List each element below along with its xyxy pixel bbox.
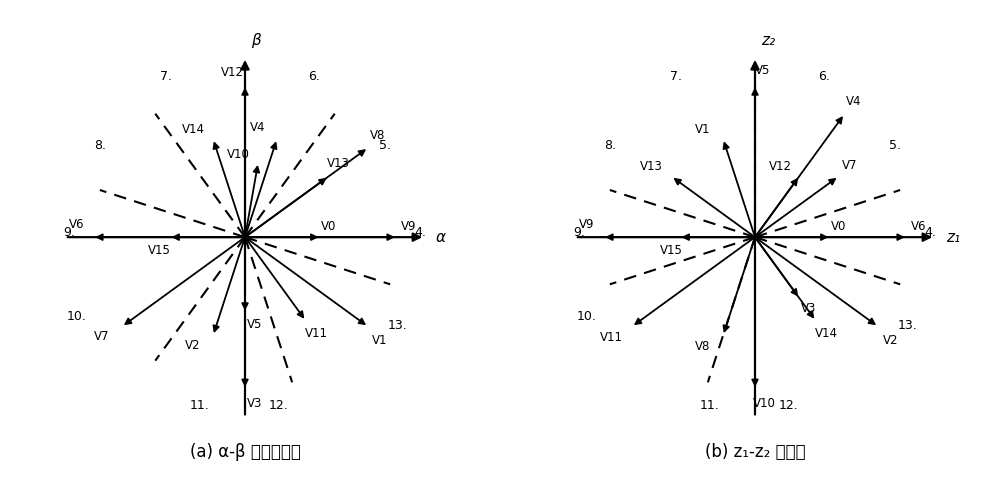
- Text: V12: V12: [221, 66, 244, 79]
- Text: V10: V10: [227, 148, 250, 161]
- Text: 7.: 7.: [160, 70, 172, 83]
- Text: (a) α-β 基波子空间: (a) α-β 基波子空间: [190, 443, 300, 461]
- Text: 4.: 4.: [415, 226, 426, 239]
- Text: 8.: 8.: [94, 139, 106, 152]
- Text: V3: V3: [246, 397, 262, 410]
- Text: V2: V2: [883, 334, 898, 347]
- Text: z₂: z₂: [761, 33, 775, 48]
- Text: V0: V0: [831, 220, 847, 233]
- Text: V1: V1: [695, 123, 711, 136]
- Text: z₁: z₁: [946, 230, 960, 244]
- Text: V5: V5: [246, 318, 262, 331]
- Text: 12.: 12.: [269, 398, 288, 411]
- Text: 6.: 6.: [308, 70, 320, 83]
- Text: V7: V7: [842, 159, 857, 172]
- Text: V3: V3: [801, 302, 817, 315]
- Text: 11.: 11.: [189, 398, 209, 411]
- Text: 13.: 13.: [898, 319, 918, 332]
- Text: V9: V9: [401, 220, 416, 233]
- Text: V15: V15: [148, 244, 171, 257]
- Text: V11: V11: [305, 327, 328, 340]
- Text: V13: V13: [327, 157, 350, 170]
- Text: V8: V8: [370, 129, 385, 142]
- Text: 4.: 4.: [925, 226, 936, 239]
- Text: V0: V0: [321, 220, 337, 233]
- Text: (b) z₁-z₂ 子空间: (b) z₁-z₂ 子空间: [705, 443, 805, 461]
- Text: 6.: 6.: [818, 70, 830, 83]
- Text: V13: V13: [640, 161, 663, 173]
- Text: V4: V4: [249, 121, 265, 134]
- Text: 13.: 13.: [388, 319, 408, 332]
- Text: 10.: 10.: [67, 310, 87, 323]
- Text: 12.: 12.: [779, 398, 798, 411]
- Text: V6: V6: [69, 218, 85, 231]
- Text: V1: V1: [371, 334, 387, 347]
- Text: V10: V10: [753, 397, 776, 410]
- Text: α: α: [436, 230, 446, 244]
- Text: V5: V5: [755, 64, 770, 77]
- Text: V11: V11: [600, 331, 623, 344]
- Text: 5.: 5.: [889, 139, 901, 152]
- Text: 8.: 8.: [604, 139, 616, 152]
- Text: 9.: 9.: [574, 226, 585, 239]
- Text: V9: V9: [579, 218, 595, 231]
- Text: 9.: 9.: [64, 226, 75, 239]
- Text: β: β: [251, 33, 261, 48]
- Text: V8: V8: [695, 340, 711, 353]
- Text: V12: V12: [769, 160, 792, 173]
- Text: V4: V4: [846, 95, 862, 108]
- Text: V7: V7: [94, 330, 109, 343]
- Text: 7.: 7.: [670, 70, 682, 83]
- Text: V2: V2: [185, 338, 201, 351]
- Text: V15: V15: [660, 244, 682, 257]
- Text: 5.: 5.: [379, 139, 391, 152]
- Text: V14: V14: [815, 327, 838, 340]
- Text: 10.: 10.: [577, 310, 597, 323]
- Text: V14: V14: [182, 123, 205, 136]
- Text: 11.: 11.: [699, 398, 719, 411]
- Text: V6: V6: [911, 220, 926, 233]
